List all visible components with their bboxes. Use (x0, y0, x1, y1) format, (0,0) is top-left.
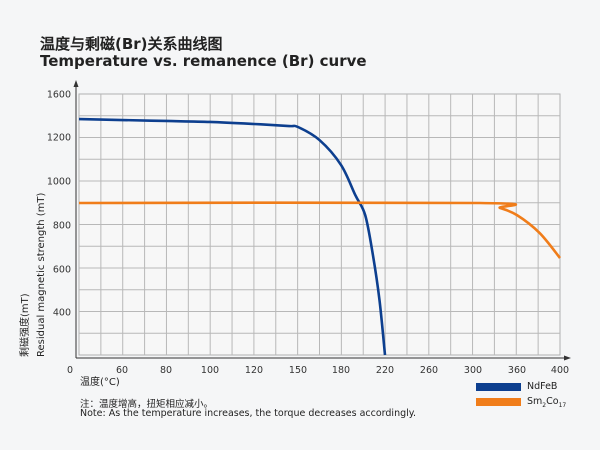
x-tick-label: 360 (508, 365, 526, 376)
y-axis-arrow (73, 80, 79, 87)
x-tick-label: 0 (67, 365, 73, 376)
x-tick-label: 260 (420, 365, 438, 376)
note-cn: 注：温度增高，扭矩相应减小。 (80, 399, 214, 410)
series-line-smco (78, 201, 562, 259)
y-tick-label: 1600 (47, 90, 71, 101)
legend-item-smco: Sm2Co17 (476, 396, 566, 409)
y-tick-label: 1200 (47, 133, 71, 144)
legend-swatch-ndfeb (476, 382, 521, 391)
legend-label-smco: Sm2Co17 (527, 396, 567, 409)
x-tick-label: 120 (245, 365, 263, 376)
y-tick-label: 1000 (47, 177, 71, 188)
note-en: Note: As the temperature increases, the … (80, 408, 417, 419)
y-tick-label: 600 (53, 265, 71, 276)
legend-swatch-smco (476, 398, 521, 407)
y-tick-label: 800 (53, 221, 71, 232)
x-tick-label: 100 (201, 365, 219, 376)
legend-label-ndfeb: NdFeB (527, 381, 558, 392)
chart-title-cn: 温度与剩磁(Br)关系曲线图 (40, 35, 223, 53)
x-tick-label: 400 (551, 365, 569, 376)
x-axis-arrow (564, 355, 571, 361)
x-tick-label: 220 (376, 365, 394, 376)
chart-title-en: Temperature vs. remanence (Br) curve (40, 52, 367, 70)
legend-item-ndfeb: NdFeB (476, 381, 557, 392)
x-tick-label: 150 (289, 365, 307, 376)
x-tick-label: 60 (116, 365, 128, 376)
y-axis-label-cn: 剩磁强度(mT) (18, 293, 31, 357)
y-tick-label: 400 (53, 308, 71, 319)
x-tick-label: 80 (160, 365, 172, 376)
x-tick-label: 300 (464, 365, 482, 376)
x-tick-label: 180 (332, 365, 350, 376)
x-axis-label: 温度(°C) (80, 377, 120, 388)
series-line-ndfeb (78, 117, 387, 356)
y-axis-label-en: Residual magnetic strength (mT) (36, 192, 47, 357)
